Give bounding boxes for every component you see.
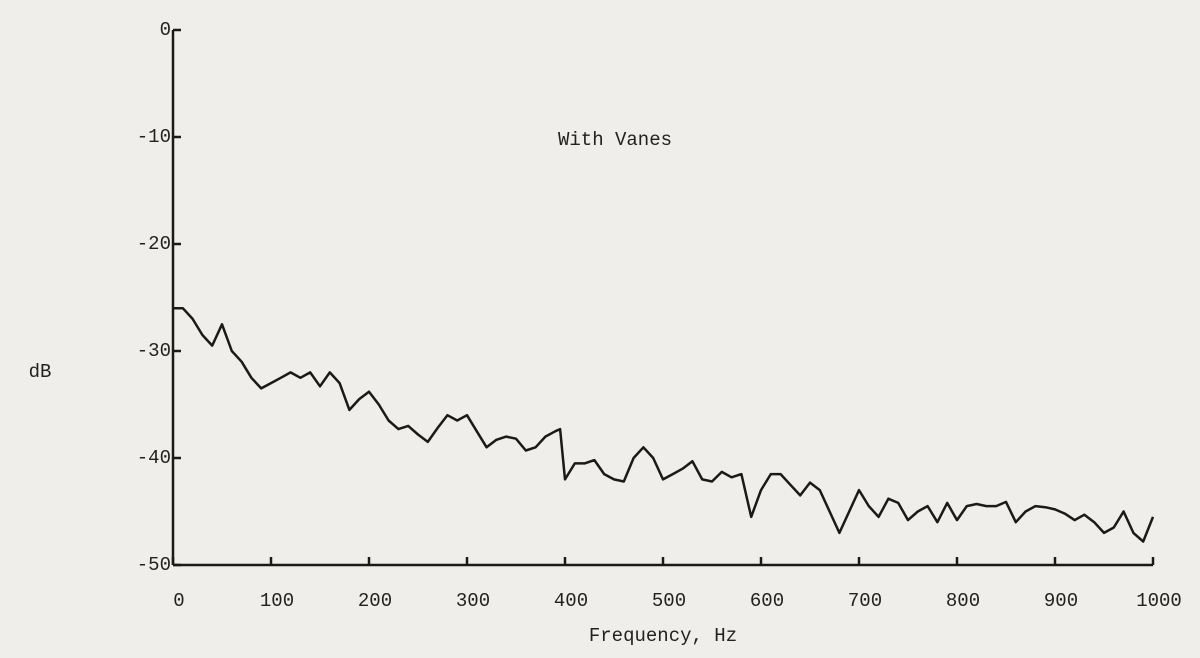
annotation: With Vanes bbox=[558, 129, 672, 151]
x-axis-label: Frequency, Hz bbox=[589, 625, 737, 647]
x-tick-label: 0 bbox=[173, 590, 184, 612]
y-tick-label: -40 bbox=[137, 447, 171, 469]
x-tick-label: 700 bbox=[848, 590, 882, 612]
y-tick-label: -20 bbox=[137, 233, 171, 255]
x-tick-label: 1000 bbox=[1136, 590, 1182, 612]
x-tick-label: 500 bbox=[652, 590, 686, 612]
data-line bbox=[173, 306, 1155, 543]
y-tick-label: -50 bbox=[137, 554, 171, 576]
x-tick-label: 900 bbox=[1044, 590, 1078, 612]
x-tick-label: 200 bbox=[358, 590, 392, 612]
y-tick-label: -10 bbox=[137, 126, 171, 148]
x-tick-label: 100 bbox=[260, 590, 294, 612]
x-tick-label: 800 bbox=[946, 590, 980, 612]
x-tick-label: 300 bbox=[456, 590, 490, 612]
y-tick-label: 0 bbox=[160, 19, 171, 41]
y-axis-label: dB bbox=[29, 361, 52, 383]
y-tick-label: -30 bbox=[137, 340, 171, 362]
x-tick-label: 400 bbox=[554, 590, 588, 612]
x-tick-label: 600 bbox=[750, 590, 784, 612]
